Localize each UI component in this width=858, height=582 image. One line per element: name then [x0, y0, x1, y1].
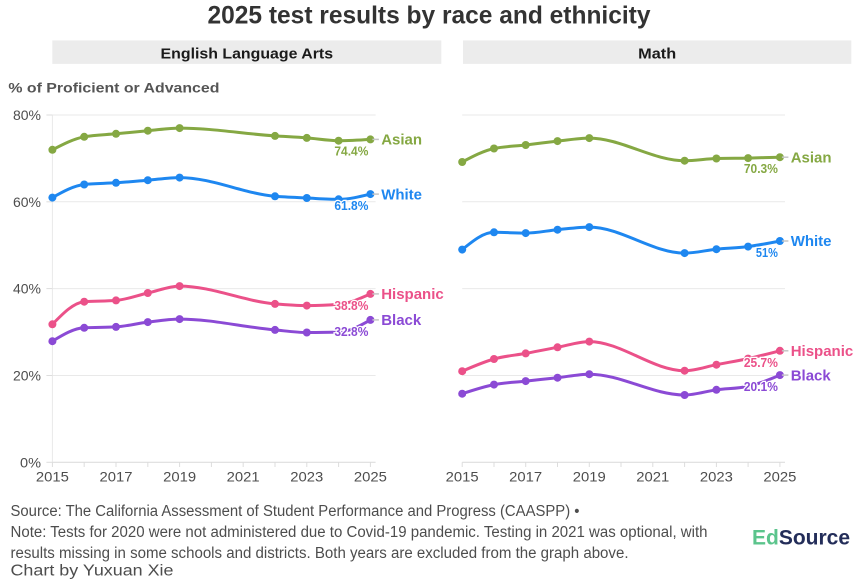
svg-text:% of Proficient or Advanced: % of Proficient or Advanced	[8, 81, 219, 96]
svg-text:Black: Black	[381, 312, 422, 329]
svg-text:Math: Math	[638, 45, 676, 62]
svg-text:EdSource: EdSource	[752, 527, 850, 550]
svg-text:2017: 2017	[100, 468, 133, 484]
svg-text:80%: 80%	[13, 108, 41, 123]
svg-text:2019: 2019	[163, 468, 196, 484]
svg-text:20.1%: 20.1%	[744, 379, 778, 394]
svg-text:2015: 2015	[36, 468, 69, 484]
svg-text:74.4%: 74.4%	[334, 143, 368, 158]
svg-text:60%: 60%	[13, 195, 41, 210]
svg-text:Source: The California Assessm: Source: The California Assessment of Stu…	[11, 503, 580, 520]
svg-text:2025 test results by race and: 2025 test results by race and ethnicity	[208, 2, 651, 30]
svg-text:results missing in some school: results missing in some schools and dist…	[11, 545, 629, 562]
svg-text:40%: 40%	[13, 282, 41, 297]
svg-text:0%: 0%	[20, 455, 41, 470]
svg-text:51%: 51%	[756, 245, 778, 260]
svg-text:20%: 20%	[13, 369, 41, 384]
svg-text:32.8%: 32.8%	[334, 324, 368, 339]
svg-text:2017: 2017	[509, 468, 542, 484]
svg-text:White: White	[791, 233, 832, 250]
svg-text:Chart by Yuxuan Xie: Chart by Yuxuan Xie	[11, 563, 174, 580]
svg-text:Asian: Asian	[381, 132, 422, 149]
svg-text:Black: Black	[791, 367, 832, 384]
svg-text:2025: 2025	[354, 468, 387, 484]
svg-text:2023: 2023	[700, 468, 733, 484]
svg-text:2015: 2015	[446, 468, 479, 484]
svg-text:2019: 2019	[573, 468, 606, 484]
svg-text:2023: 2023	[290, 468, 323, 484]
svg-text:Hispanic: Hispanic	[381, 286, 444, 303]
svg-text:Asian: Asian	[791, 149, 832, 166]
svg-text:25.7%: 25.7%	[744, 355, 778, 370]
svg-text:2021: 2021	[636, 468, 669, 484]
svg-text:61.8%: 61.8%	[334, 198, 368, 213]
svg-text:38.8%: 38.8%	[334, 298, 368, 313]
svg-text:Note: Tests for 2020 were not: Note: Tests for 2020 were not administer…	[11, 524, 708, 541]
svg-text:Hispanic: Hispanic	[791, 343, 854, 360]
svg-text:70.3%: 70.3%	[744, 161, 778, 176]
svg-text:2021: 2021	[227, 468, 260, 484]
svg-text:2025: 2025	[763, 468, 796, 484]
svg-text:White: White	[381, 186, 422, 203]
svg-text:English Language Arts: English Language Arts	[161, 45, 334, 62]
